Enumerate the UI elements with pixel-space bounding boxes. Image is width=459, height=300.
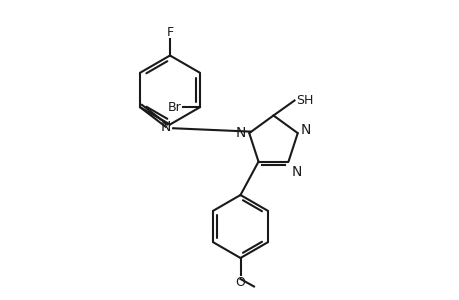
Text: O: O	[235, 276, 245, 289]
Text: N: N	[291, 165, 301, 178]
Text: Br: Br	[168, 101, 181, 114]
Text: SH: SH	[295, 94, 313, 107]
Text: N: N	[235, 126, 246, 140]
Text: N: N	[300, 123, 310, 137]
Text: F: F	[166, 26, 173, 39]
Text: N: N	[160, 120, 170, 134]
